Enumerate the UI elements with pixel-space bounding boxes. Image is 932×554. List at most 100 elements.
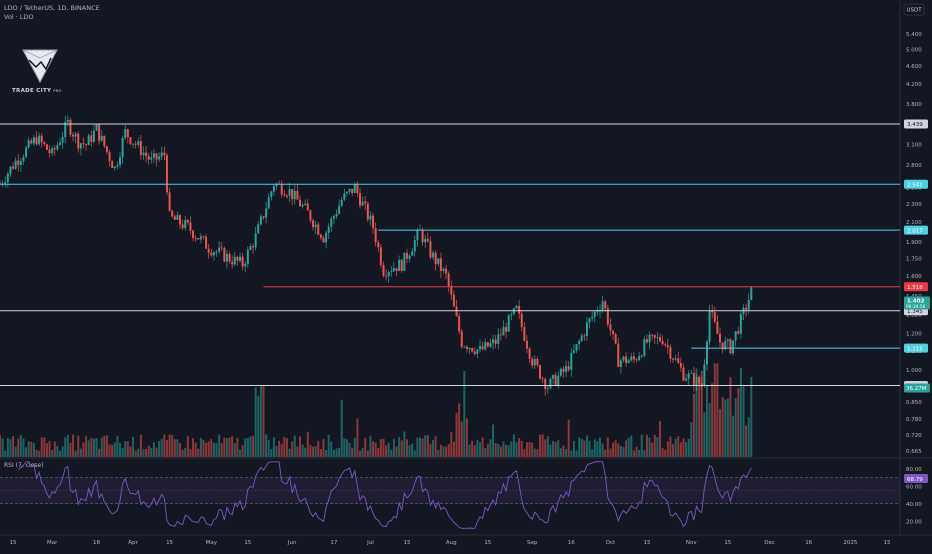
volume-bar	[583, 440, 586, 457]
candle-body	[228, 253, 231, 262]
volume-bar	[317, 440, 320, 457]
candle-body	[312, 220, 315, 228]
time-tick-label: Aug	[446, 540, 457, 546]
volume-bar	[698, 377, 701, 457]
volume-bar	[713, 363, 716, 457]
candle-body	[468, 347, 471, 350]
candle-body	[340, 199, 343, 206]
volume-bar	[557, 440, 560, 457]
volume-bar	[113, 442, 116, 457]
candle-body	[173, 216, 176, 220]
volume-bar	[179, 443, 181, 457]
price-tick-label: 2.100	[906, 220, 922, 226]
volume-bar	[220, 442, 223, 457]
volume-bar	[202, 439, 205, 457]
volume-bar	[176, 439, 179, 457]
candle-body	[567, 366, 570, 370]
candle-body	[372, 215, 375, 229]
volume-bar	[228, 437, 231, 457]
volume-bar	[546, 436, 549, 457]
candle-body	[142, 152, 145, 156]
volume-bar	[1, 438, 4, 457]
volume-bar	[56, 446, 59, 457]
volume-bar	[64, 437, 67, 457]
candle-body	[197, 238, 200, 240]
volume-bar	[53, 441, 56, 457]
candle-body	[570, 352, 573, 370]
volume-bar	[45, 443, 48, 457]
volume-bar	[531, 442, 534, 457]
candle-body	[137, 141, 140, 145]
trade-city-logo	[10, 46, 70, 102]
volume-bar	[679, 442, 682, 457]
candle-body	[690, 373, 693, 374]
candle-body	[413, 240, 416, 252]
volume-bar	[194, 442, 197, 457]
volume-bar	[236, 437, 239, 457]
volume-bar	[296, 446, 299, 457]
time-tick-label: Dec	[764, 540, 775, 546]
currency-button[interactable]: USDT	[903, 3, 925, 16]
volume-bar	[218, 434, 221, 457]
volume-bar	[142, 449, 145, 457]
volume-bar	[669, 436, 672, 457]
candle-body	[105, 146, 108, 152]
volume-bar	[116, 435, 119, 457]
candle-body	[285, 195, 288, 197]
volume-bar	[32, 443, 35, 457]
candle-body	[262, 216, 265, 218]
volume-bar	[335, 448, 338, 457]
time-tick-label: 15	[166, 540, 173, 546]
volume-bar	[489, 439, 492, 457]
volume-bar	[327, 434, 330, 457]
candle-body	[14, 160, 17, 169]
candle-body	[481, 346, 484, 350]
rsi-tick-label: 80.00	[906, 467, 922, 473]
time-tick-label: 15	[244, 540, 251, 546]
volume-bar	[90, 438, 93, 457]
candle-body	[92, 130, 95, 142]
candle-body	[395, 268, 398, 272]
level-price-label: 1.345	[907, 309, 923, 315]
volume-bar	[119, 442, 121, 457]
volume-bar	[4, 450, 7, 457]
volume-bar	[325, 450, 328, 457]
volume-bar	[160, 439, 163, 457]
candle-body	[583, 335, 586, 337]
candle-body	[181, 224, 184, 228]
candle-body	[56, 144, 59, 150]
volume-bar	[505, 444, 508, 457]
volume-bar	[507, 445, 510, 457]
candle-body	[403, 252, 406, 272]
candle-body	[648, 334, 651, 343]
volume-bar	[458, 403, 461, 457]
volume-bar	[108, 444, 111, 457]
volume-bar	[134, 450, 137, 457]
volume-bar	[465, 418, 468, 457]
price-axis: 5.4005.0004.6004.2003.8003.4003.1002.800…	[906, 32, 922, 455]
volume-bar	[322, 438, 325, 457]
candle-body	[505, 327, 508, 332]
rsi-tick-label: 60.00	[906, 484, 922, 490]
volume-bar	[567, 419, 570, 457]
candle-body	[520, 313, 523, 328]
candle-body	[317, 224, 320, 235]
volume-bar	[742, 386, 745, 457]
candle-body	[369, 215, 372, 220]
volume-bar	[606, 437, 609, 457]
candle-body	[267, 197, 270, 209]
volume-bar	[87, 440, 90, 457]
volume-bar	[395, 446, 398, 457]
candle-body	[434, 252, 437, 265]
volume-bar	[207, 441, 210, 457]
candle-body	[588, 318, 591, 323]
volume-bar	[150, 447, 153, 457]
volume-bar	[387, 442, 390, 457]
volume-bar	[85, 436, 88, 457]
candle-body	[270, 191, 273, 198]
volume-bar	[544, 439, 547, 457]
candle-body	[601, 301, 604, 310]
candle-body	[218, 247, 221, 252]
